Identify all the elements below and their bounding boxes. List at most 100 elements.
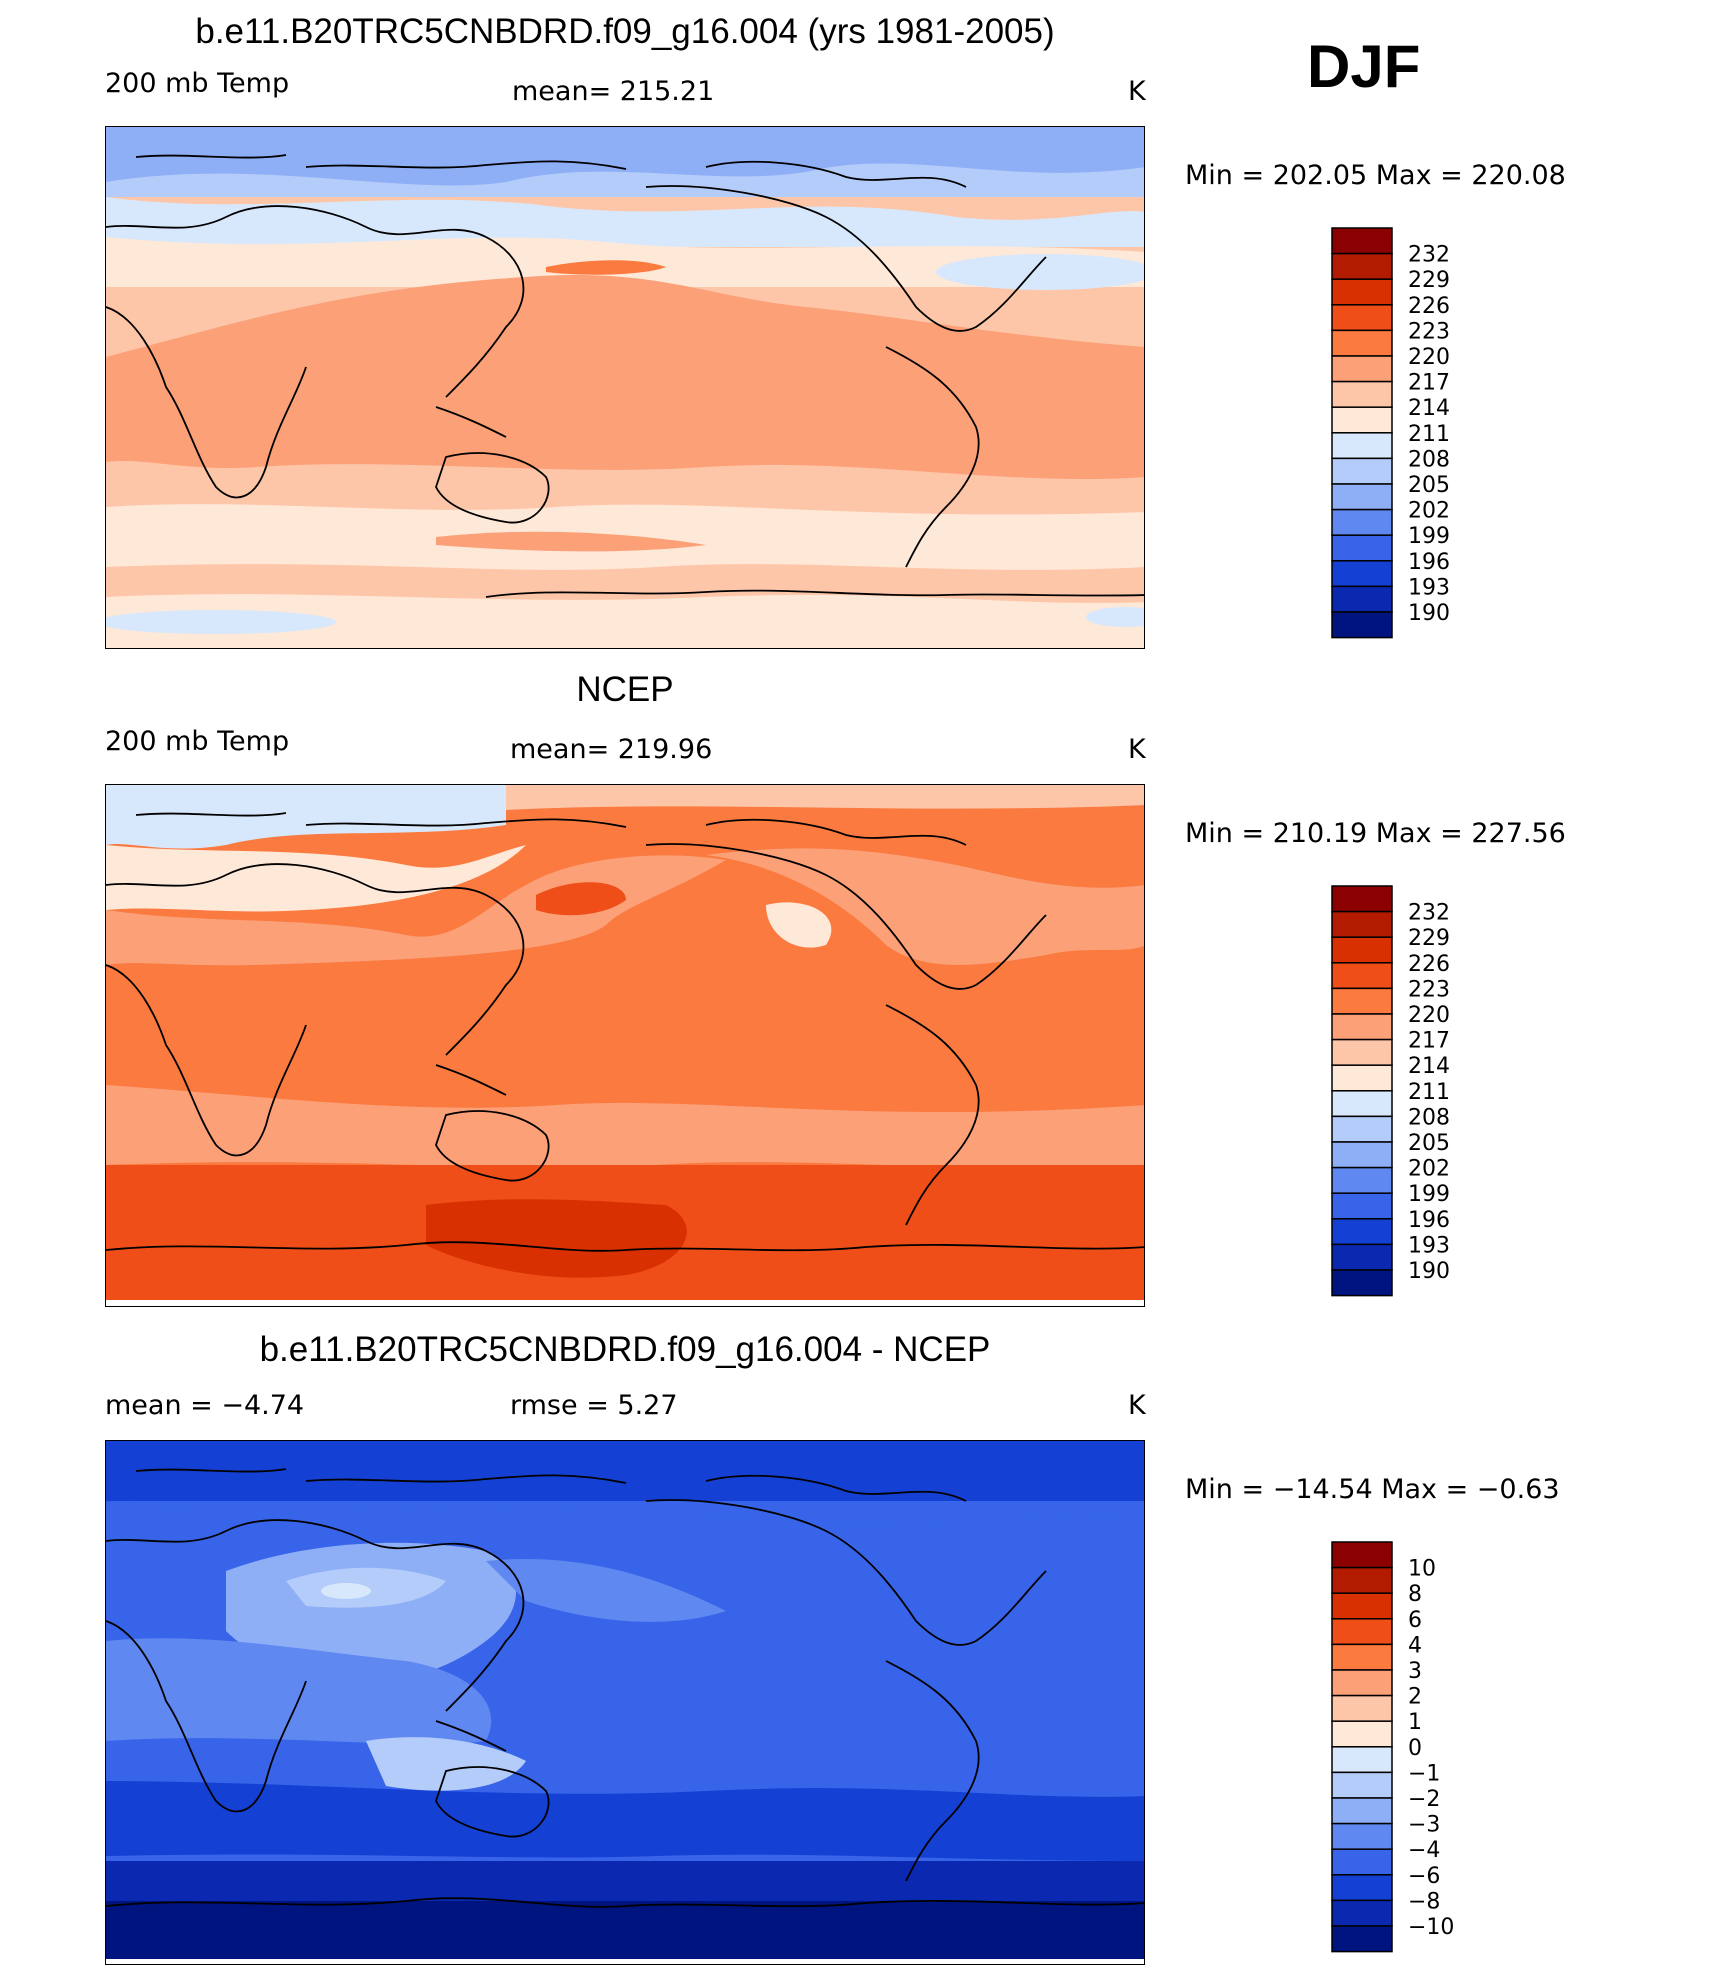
colorbar-tick-label: 199 — [1408, 1182, 1450, 1207]
panel-obs-left-label: 200 mb Temp — [105, 726, 290, 757]
colorbar-tick-label: 190 — [1408, 1259, 1450, 1284]
colorbar-tick-label: 208 — [1408, 1105, 1450, 1130]
colorbar-swatch — [1331, 1541, 1393, 1569]
colorbar-tick-label: −10 — [1408, 1915, 1454, 1940]
colorbar-tick-label: 205 — [1408, 1131, 1450, 1156]
colorbar-swatch — [1331, 1141, 1393, 1169]
panel-model-left-label: 200 mb Temp — [105, 68, 290, 99]
colorbar-swatch — [1331, 1064, 1393, 1092]
colorbar-tick-label: 0 — [1408, 1736, 1422, 1761]
colorbar-tick-label: 10 — [1408, 1557, 1436, 1582]
colorbar-swatch — [1331, 1720, 1393, 1748]
colorbar-swatch — [1331, 1192, 1393, 1220]
colorbar-tick-label: 232 — [1408, 243, 1450, 268]
colorbar-swatch — [1331, 1669, 1393, 1697]
colorbar-swatch — [1331, 585, 1393, 613]
colorbar-swatch — [1331, 508, 1393, 536]
colorbar-swatch — [1331, 406, 1393, 434]
colorbar-tick-label: 190 — [1408, 601, 1450, 626]
panel-model-colorbar: 232 229 226 223 220 217 214 211 208 205 202 199 196 1… — [1330, 226, 1530, 642]
panel-obs-unit: K — [1128, 734, 1146, 765]
colorbar-tick-label: 3 — [1408, 1659, 1422, 1684]
panel-diff-map — [105, 1440, 1145, 1965]
panel-obs-title: NCEP — [576, 670, 674, 709]
colorbar-tick-label: 199 — [1408, 524, 1450, 549]
colorbar-tick-label: 229 — [1408, 268, 1450, 293]
colorbar-tick-label: −6 — [1408, 1864, 1440, 1889]
panel-diff-colorbar: 10 8 6 4 3 2 1 0 −1 −2 −3 −4 −6 −8 −10 — [1330, 1540, 1530, 1956]
colorbar-swatch — [1331, 380, 1393, 408]
colorbar-swatch — [1331, 432, 1393, 460]
colorbar-swatch — [1331, 1694, 1393, 1722]
colorbar-swatch — [1331, 252, 1393, 280]
colorbar-swatch — [1331, 1566, 1393, 1594]
colorbar-swatch — [1331, 1746, 1393, 1774]
colorbar-swatch — [1331, 483, 1393, 511]
colorbar-swatch — [1331, 1218, 1393, 1246]
colorbar-tick-label: 1 — [1408, 1710, 1422, 1735]
panel-model-minmax: Min = 202.05 Max = 220.08 — [1185, 160, 1566, 191]
colorbar-swatch — [1331, 1899, 1393, 1927]
colorbar-swatch — [1331, 1848, 1393, 1876]
colorbar-tick-label: 226 — [1408, 294, 1450, 319]
panel-obs-map — [105, 784, 1145, 1307]
colorbar-swatch — [1331, 936, 1393, 964]
colorbar-swatch — [1331, 1115, 1393, 1143]
colorbar-tick-label: 196 — [1408, 550, 1450, 575]
colorbar-tick-label: 232 — [1408, 901, 1450, 926]
colorbar-swatch — [1331, 1797, 1393, 1825]
colorbar-tick-label: 211 — [1408, 422, 1450, 447]
colorbar-tick-label: 4 — [1408, 1633, 1422, 1658]
colorbar-tick-label: 217 — [1408, 371, 1450, 396]
panel-obs-colorbar: 232 229 226 223 220 217 214 211 208 205 202 199 196 1… — [1330, 884, 1530, 1300]
colorbar-tick-label: 8 — [1408, 1582, 1422, 1607]
panel-diff-title: b.e11.B20TRC5CNBDRD.f09_g16.004 - NCEP — [259, 1330, 991, 1369]
panel-diff-minmax: Min = −14.54 Max = −0.63 — [1185, 1474, 1560, 1505]
colorbar-tick-label: −8 — [1408, 1889, 1440, 1914]
colorbar-swatch — [1331, 910, 1393, 938]
colorbar-swatch — [1331, 1643, 1393, 1671]
colorbar-tick-label: 208 — [1408, 447, 1450, 472]
colorbar-tick-label: 202 — [1408, 1157, 1450, 1182]
colorbar-tick-label: −3 — [1408, 1813, 1440, 1838]
colorbar-tick-label: 220 — [1408, 1003, 1450, 1028]
colorbar-tick-label: 223 — [1408, 319, 1450, 344]
panel-obs-minmax: Min = 210.19 Max = 227.56 — [1185, 818, 1566, 849]
colorbar-swatch — [1331, 1771, 1393, 1799]
colorbar-tick-label: 223 — [1408, 977, 1450, 1002]
colorbar-tick-label: 193 — [1408, 1233, 1450, 1258]
colorbar-swatch — [1331, 1090, 1393, 1118]
colorbar-swatch — [1331, 1925, 1393, 1953]
colorbar-swatch — [1331, 227, 1393, 255]
colorbar-swatch — [1331, 1243, 1393, 1271]
colorbar-swatch — [1331, 611, 1393, 639]
panel-obs-center-label: mean= 219.96 — [510, 734, 713, 765]
colorbar-tick-label: 205 — [1408, 473, 1450, 498]
panel-diff-center-label: rmse = 5.27 — [510, 1390, 678, 1421]
colorbar-swatch — [1331, 1269, 1393, 1297]
panel-diff-left-label: mean = −4.74 — [105, 1390, 305, 1421]
colorbar-swatch — [1331, 885, 1393, 913]
colorbar-tick-label: 211 — [1408, 1080, 1450, 1105]
panel-model-unit: K — [1128, 76, 1146, 107]
colorbar-swatch — [1331, 355, 1393, 383]
colorbar-swatch — [1331, 1874, 1393, 1902]
colorbar-tick-label: 226 — [1408, 952, 1450, 977]
colorbar-swatch — [1331, 962, 1393, 990]
colorbar-swatch — [1331, 278, 1393, 306]
colorbar-swatch — [1331, 304, 1393, 332]
panel-model-center-label: mean= 215.21 — [512, 76, 715, 107]
colorbar-swatch — [1331, 987, 1393, 1015]
colorbar-tick-label: 217 — [1408, 1029, 1450, 1054]
colorbar-tick-label: −4 — [1408, 1838, 1440, 1863]
colorbar-swatch — [1331, 1038, 1393, 1066]
panel-diff-unit: K — [1128, 1390, 1146, 1421]
panel-model-map — [105, 126, 1145, 649]
colorbar-tick-label: 196 — [1408, 1208, 1450, 1233]
colorbar-swatch — [1331, 1822, 1393, 1850]
colorbar-swatch — [1331, 1166, 1393, 1194]
colorbar-tick-label: 6 — [1408, 1608, 1422, 1633]
colorbar-swatch — [1331, 1618, 1393, 1646]
colorbar-tick-label: 214 — [1408, 396, 1450, 421]
colorbar-swatch — [1331, 534, 1393, 562]
